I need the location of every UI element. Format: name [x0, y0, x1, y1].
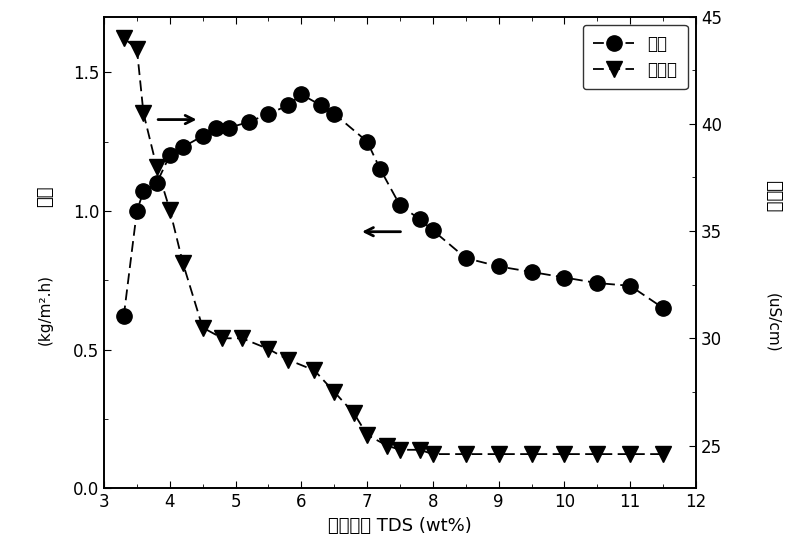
通量: [526, 269, 536, 275]
通量: [211, 124, 221, 131]
通量: [316, 102, 326, 109]
通量: [428, 227, 438, 234]
电导率: [152, 163, 162, 170]
通量: [415, 216, 425, 223]
通量: [494, 263, 503, 270]
通量: [297, 91, 306, 98]
电导率: [626, 451, 635, 457]
电导率: [658, 451, 668, 457]
电导率: [330, 388, 339, 395]
电导率: [283, 356, 293, 363]
电导率: [461, 451, 470, 457]
X-axis label: 海水浓度 TDS (wt%): 海水浓度 TDS (wt%): [328, 517, 472, 535]
通量: [178, 144, 188, 150]
电导率: [593, 451, 602, 457]
电导率: [362, 431, 372, 438]
电导率: [494, 451, 503, 457]
电导率: [395, 446, 405, 453]
电导率: [178, 260, 188, 266]
Text: (kg/m².h): (kg/m².h): [38, 274, 52, 345]
通量: [244, 119, 254, 125]
通量: [152, 180, 162, 186]
电导率: [349, 410, 358, 417]
电导率: [428, 451, 438, 457]
通量: [165, 152, 174, 159]
Text: 电导率: 电导率: [764, 180, 782, 212]
通量: [560, 274, 570, 281]
通量: [375, 166, 385, 173]
通量: [132, 208, 142, 214]
通量: [593, 280, 602, 286]
通量: [658, 305, 668, 311]
Line: 电导率: 电导率: [115, 30, 671, 462]
电导率: [310, 367, 319, 374]
电导率: [560, 451, 570, 457]
通量: [264, 110, 274, 117]
Legend: 通量, 电导率: 通量, 电导率: [582, 25, 688, 89]
通量: [461, 255, 470, 261]
电导率: [132, 46, 142, 52]
电导率: [198, 324, 207, 331]
电导率: [415, 446, 425, 453]
通量: [119, 313, 129, 320]
Text: (uS/cm): (uS/cm): [766, 294, 781, 353]
通量: [224, 124, 234, 131]
通量: [362, 138, 372, 145]
通量: [283, 102, 293, 109]
电导率: [165, 206, 174, 213]
电导率: [218, 335, 227, 342]
Text: 通量: 通量: [36, 185, 54, 206]
Line: 通量: 通量: [116, 87, 670, 324]
通量: [330, 110, 339, 117]
电导率: [138, 110, 148, 117]
通量: [138, 188, 148, 195]
通量: [626, 282, 635, 289]
电导率: [119, 35, 129, 42]
电导率: [264, 346, 274, 352]
通量: [395, 202, 405, 209]
通量: [198, 133, 207, 139]
电导率: [238, 335, 247, 342]
电导率: [526, 451, 536, 457]
电导率: [382, 442, 392, 449]
